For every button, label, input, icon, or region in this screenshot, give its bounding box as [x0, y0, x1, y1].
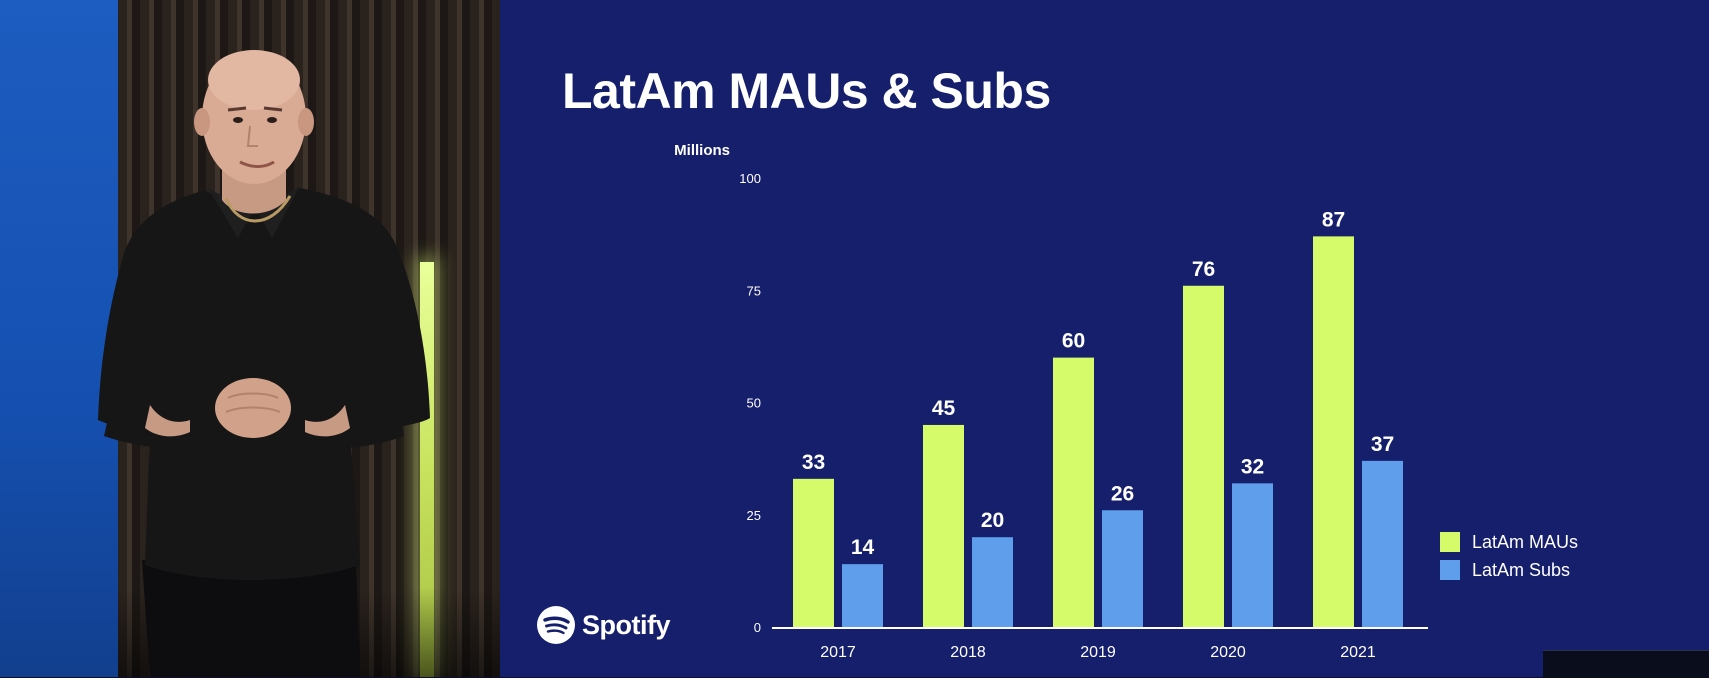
data-label-subs-2017: 14 [851, 536, 875, 559]
y-tick-label-0: 0 [754, 620, 761, 635]
grouped-bar-chart: Millions 0 25 50 75 100 33 14 45 20 60 26 76 32 87 37… [674, 142, 1428, 661]
bar-subs-2018 [972, 537, 1013, 627]
data-label-subs-2021: 37 [1371, 433, 1394, 456]
data-label-subs-2019: 26 [1111, 482, 1134, 505]
bar-subs-2021 [1362, 460, 1403, 627]
bar-maus-2017 [793, 478, 834, 627]
spotify-logo-icon [537, 606, 575, 644]
y-unit-label: Millions [674, 142, 730, 159]
bar-subs-2020 [1232, 483, 1273, 627]
slide-title: LatAm MAUs & Subs [562, 63, 1051, 119]
data-label-maus-2017: 33 [802, 451, 825, 474]
data-label-maus-2020: 76 [1192, 258, 1215, 281]
bar-maus-2020 [1183, 285, 1224, 627]
stage-blue-wall [0, 0, 118, 677]
chart-legend: LatAm MAUs LatAm Subs [1440, 532, 1578, 580]
presentation-slide: LatAm MAUs & Subs Millions 0 25 50 75 100 33… [500, 0, 1709, 677]
legend-label-subs: LatAm Subs [1472, 559, 1571, 580]
legend-item-subs: LatAm Subs [1440, 560, 1578, 580]
data-labels: 33 14 45 20 60 26 76 32 87 37 [802, 208, 1394, 559]
bar-subs-2017 [842, 564, 883, 627]
x-tick-label-2019: 2019 [1080, 644, 1116, 661]
x-axis-ticks: 2017 2018 2019 2020 2021 [820, 644, 1376, 661]
brand-name: Spotify [582, 609, 671, 640]
x-tick-label-2020: 2020 [1210, 644, 1246, 661]
data-label-maus-2018: 45 [932, 397, 956, 420]
speaker-stage [0, 0, 500, 677]
legend-item-maus: LatAm MAUs [1440, 532, 1578, 552]
presenter-figure [98, 50, 430, 677]
x-tick-label-2017: 2017 [820, 644, 856, 661]
brand-mark: Spotify [536, 604, 671, 646]
legend-swatch-maus [1440, 532, 1460, 552]
y-tick-label-50: 50 [747, 396, 761, 411]
x-tick-label-2018: 2018 [950, 644, 986, 661]
y-axis-ticks: 0 25 50 75 100 [739, 171, 761, 635]
y-tick-label-25: 25 [747, 508, 761, 523]
bar-maus-2019 [1053, 357, 1094, 627]
data-label-maus-2019: 60 [1062, 330, 1085, 353]
bar-subs-2019 [1102, 510, 1143, 627]
data-label-maus-2021: 87 [1322, 208, 1345, 231]
data-label-subs-2020: 32 [1241, 455, 1264, 478]
video-overlay-widget [1543, 650, 1709, 678]
y-tick-label-75: 75 [747, 283, 761, 298]
y-tick-label-100: 100 [739, 171, 761, 186]
bar-group [793, 236, 1403, 627]
data-label-subs-2018: 20 [981, 509, 1004, 532]
bar-maus-2018 [923, 424, 964, 627]
x-tick-label-2021: 2021 [1340, 644, 1376, 661]
bar-maus-2021 [1313, 236, 1354, 627]
legend-swatch-subs [1440, 560, 1460, 580]
legend-label-maus: LatAm MAUs [1472, 531, 1579, 552]
